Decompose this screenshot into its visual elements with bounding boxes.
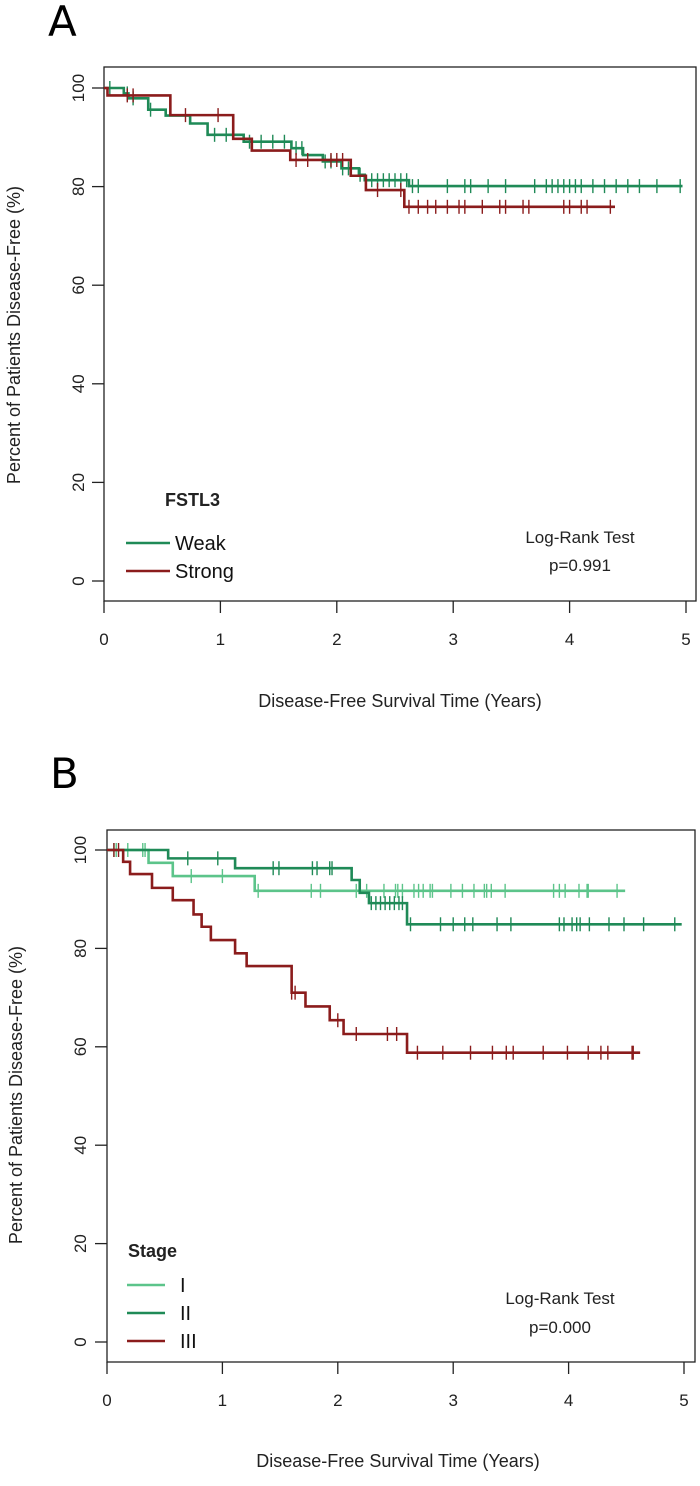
y-tick-label: 0 <box>69 576 88 585</box>
series-strong <box>104 86 615 214</box>
series-i <box>107 843 626 898</box>
legend-label: II <box>180 1303 191 1325</box>
y-tick-label: 60 <box>69 276 88 295</box>
y-tick-label: 20 <box>69 473 88 492</box>
panel-label: A <box>48 0 77 46</box>
panel-label: B <box>50 749 79 798</box>
y-tick-label: 80 <box>71 939 90 958</box>
plot-frame <box>103 66 697 602</box>
x-tick-label: 5 <box>679 1391 688 1410</box>
x-tick-label: 5 <box>681 630 690 649</box>
y-axis-title: Percent of Patients Disease-Free (%) <box>6 946 26 1244</box>
series-iii <box>107 843 641 1060</box>
survival-curve <box>107 848 682 926</box>
y-tick-label: 20 <box>71 1234 90 1253</box>
y-tick-label: 80 <box>69 177 88 196</box>
x-tick-label: 1 <box>218 1391 227 1410</box>
survival-curve <box>104 86 615 209</box>
panel-b: B Disease-Free Survival Time (Years) Per… <box>6 749 696 1471</box>
y-axis-title: Percent of Patients Disease-Free (%) <box>4 186 24 484</box>
plot-frame <box>106 829 696 1363</box>
x-axis-title: Disease-Free Survival Time (Years) <box>256 1451 539 1471</box>
panel-a: A Disease-Free Survival Time (Years) Per… <box>4 0 697 711</box>
x-tick-label: 4 <box>564 1391 573 1410</box>
x-tick-label: 3 <box>448 1391 457 1410</box>
x-tick-label: 4 <box>565 630 574 649</box>
x-tick-label: 2 <box>333 1391 342 1410</box>
x-axis-title: Disease-Free Survival Time (Years) <box>258 691 541 711</box>
y-tick-label: 100 <box>71 836 90 864</box>
legend-label: I <box>180 1275 186 1297</box>
legend-title: Stage <box>128 1241 177 1261</box>
p-value: p=0.000 <box>529 1318 591 1337</box>
x-tick-label: 1 <box>216 630 225 649</box>
x-tick-label: 0 <box>99 630 108 649</box>
legend-label: III <box>180 1331 197 1353</box>
y-tick-label: 40 <box>69 374 88 393</box>
test-name: Log-Rank Test <box>505 1289 615 1308</box>
survival-curve <box>107 848 626 893</box>
legend-label: Strong <box>175 561 234 583</box>
legend-label: Weak <box>175 533 227 555</box>
test-name: Log-Rank Test <box>525 528 635 547</box>
series-ii <box>107 848 682 932</box>
x-tick-label: 3 <box>448 630 457 649</box>
y-tick-label: 0 <box>71 1337 90 1346</box>
x-tick-label: 0 <box>102 1391 111 1410</box>
series-weak <box>104 81 683 194</box>
p-value: p=0.991 <box>549 556 611 575</box>
y-tick-label: 100 <box>69 74 88 102</box>
y-tick-label: 60 <box>71 1037 90 1056</box>
y-tick-label: 40 <box>71 1136 90 1155</box>
survival-curve <box>104 86 683 188</box>
legend-title: FSTL3 <box>165 490 220 510</box>
x-tick-label: 2 <box>332 630 341 649</box>
survival-curve <box>107 848 641 1054</box>
